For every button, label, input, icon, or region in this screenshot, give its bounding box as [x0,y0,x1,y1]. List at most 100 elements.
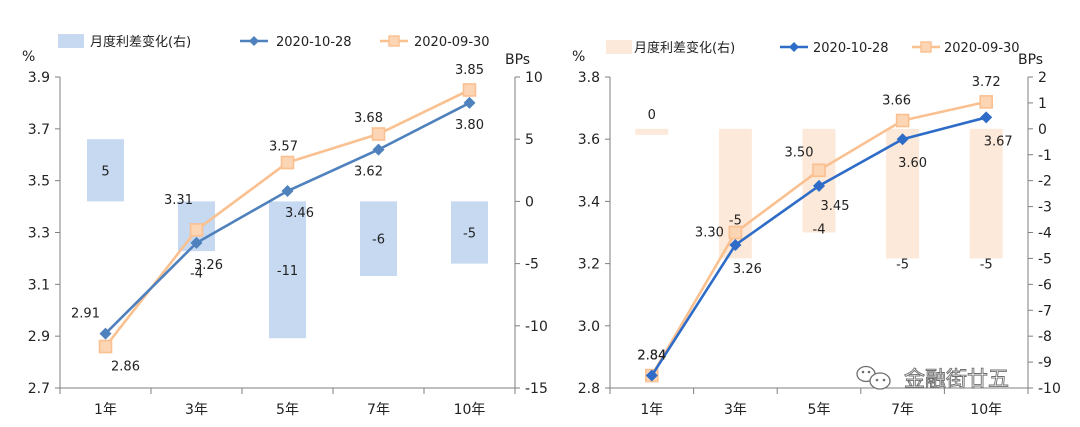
bar-label: -4 [190,266,203,281]
bar-label: -11 [277,264,298,279]
chart-right: 0 -5 -4 -5 -5 1年 3年 5年 7年 10年 2.8 3.0 3.2 3.4 3.6 3.8 -1… [572,40,1061,418]
data-label: 3.68 [354,111,383,126]
legend-label: 月度利差变化(右) [90,34,191,50]
data-label: 3.62 [354,165,383,180]
x-tick-label: 1年 [94,402,117,418]
diamond-marker-5年 [281,185,294,198]
y-right-tick-label: -15 [525,381,548,397]
bar-label: -5 [896,258,909,273]
y-right-tick-label: -10 [525,319,548,335]
square-marker-7年 [895,113,910,128]
bar-label: -6 [372,233,385,248]
y-right-tick-label: -8 [1038,329,1052,345]
y-right-unit: BPs [505,52,530,68]
y-right-tick-label: 5 [525,132,534,148]
bar-label: 5 [101,164,109,179]
watermark: 金融街廿五 [856,365,1009,391]
x-tick-label: 1年 [640,402,663,418]
x-tick-label: 7年 [891,402,914,418]
y-left-tick-label: 3.1 [28,277,50,293]
legend-label: 2020-10-28 [276,35,352,50]
legend-diamond-marker [789,42,799,52]
bar-label: -4 [813,223,826,238]
y-left-tick-label: 2.9 [28,329,50,345]
data-label: 3.50 [785,145,814,160]
diamond-marker-3年 [190,236,203,249]
y-right-tick-label: 10 [525,70,543,86]
y-left-tick-label: 2.8 [578,381,600,397]
bar-label: -5 [463,227,476,242]
data-label: 2.84 [637,349,666,364]
legend-label: 2020-09-30 [414,35,490,50]
legend: 月度利差变化(右) 2020-10-28 2020-09-30 [58,34,490,50]
y-right-tick-label: 0 [1038,122,1047,138]
y-right-tick-label: -5 [1038,251,1052,267]
y-left-tick-label: 3.6 [578,132,600,148]
watermark-text: 金融街廿五 [904,367,1009,391]
square-marker-10年 [462,83,477,97]
legend-label: 月度利差变化(右) [634,40,735,56]
legend-swatch-bar [606,40,632,54]
diamond-marker-1年 [99,327,112,340]
y-right-unit: BPs [1018,52,1043,68]
x-tick-label: 10年 [970,402,1002,418]
x-tick-label: 5年 [808,402,831,418]
data-label: 3.66 [882,94,911,109]
y-right-tick-label: -5 [525,257,539,273]
bar-10年 [451,201,488,264]
x-tick-label: 5年 [276,402,299,418]
data-label: 2.91 [71,307,100,322]
data-label: 3.85 [455,63,484,78]
data-label: 3.67 [984,134,1013,149]
data-label: 3.46 [285,206,314,221]
diamond-marker-7年 [372,143,385,156]
diamond-marker-10年 [463,96,476,109]
data-label: 3.26 [733,262,762,277]
y-left-tick-label: 2.7 [28,381,50,397]
y-right-tick-label: -10 [1038,381,1061,397]
y-right-tick-label: -4 [1038,226,1052,242]
y-right-tick-label: 2 [1038,70,1047,86]
bar-7年 [886,128,920,259]
legend-swatch-bar [58,34,84,48]
bar-label: 0 [648,108,656,123]
data-label: 3.30 [695,226,724,241]
y-left-unit: % [572,49,585,65]
bar-1年 [635,128,669,135]
wechat-icon [856,365,891,390]
data-label: 2.84 [637,349,666,364]
square-marker-5年 [812,163,826,178]
y-left-tick-label: 3.9 [28,70,50,86]
data-label: 3.45 [821,199,850,214]
bar-10年 [969,128,1003,259]
y-right-tick-label: -9 [1038,355,1052,371]
data-label: 2.86 [111,360,140,375]
y-left-tick-label: 3.3 [28,226,50,242]
square-marker-1年 [98,339,113,354]
bar-7年 [360,201,397,277]
diamond-marker-1年 [645,369,658,382]
diamond-marker-10年 [980,111,993,124]
y-left-unit: % [22,49,35,65]
square-marker-3年 [189,223,204,237]
square-marker-10年 [979,95,994,109]
data-label: 3.57 [269,140,298,155]
y-left-tick-label: 3.2 [578,257,600,273]
square-marker-5年 [280,155,295,170]
x-tick-label: 7年 [367,402,390,418]
y-right-tick-label: 1 [1038,96,1047,112]
diamond-marker-3年 [729,238,742,251]
chart-left: 5 -4 -11 -6 -5 1年 3年 5年 7年 10年 2.7 2.9 3.1 3.3 3.5 3.7 3… [22,34,548,418]
y-right-tick-label: 0 [525,194,534,210]
bar-5年 [269,201,306,339]
diamond-marker-5年 [813,179,825,192]
x-tick-label: 10年 [454,402,486,418]
bar-1年 [87,139,124,202]
data-label: 3.72 [972,75,1001,90]
square-marker-7年 [371,127,386,141]
y-left-tick-label: 3.0 [578,319,600,335]
data-label: 3.26 [194,258,223,273]
bar-label: -5 [980,258,993,273]
y-right-tick-label: -2 [1038,174,1052,190]
